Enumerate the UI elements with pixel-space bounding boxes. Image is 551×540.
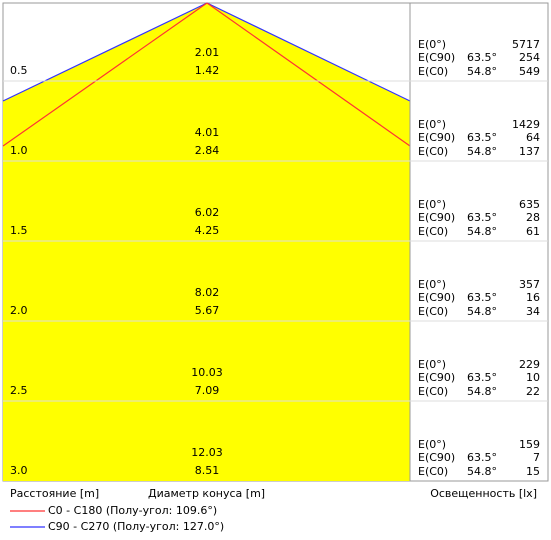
e-angle: 63.5° (467, 211, 497, 224)
e-angle: 54.8° (467, 145, 497, 158)
e-label: E(C90) (418, 211, 455, 224)
e-value: 159 (519, 438, 540, 451)
c0-line (206, 2, 411, 147)
diameter-c90: 8.51 (195, 464, 220, 477)
diameter-c90: 4.25 (195, 224, 220, 237)
e-label: E(0°) (418, 278, 446, 291)
illuminance-label: Освещенность [lx] (430, 487, 537, 500)
e-value: 229 (519, 358, 540, 371)
e-label: E(C0) (418, 65, 448, 78)
e-label: E(0°) (418, 358, 446, 371)
e-value: 254 (519, 51, 540, 64)
e-label: E(C0) (418, 465, 448, 478)
e-angle: 54.8° (467, 65, 497, 78)
e-value: 64 (526, 131, 540, 144)
e-angle: 54.8° (467, 305, 497, 318)
distance: 2.0 (10, 304, 28, 317)
e-angle: 54.8° (467, 465, 497, 478)
e-label: E(C90) (418, 371, 455, 384)
e-label: E(C0) (418, 385, 448, 398)
diameter-c90: 7.09 (195, 384, 220, 397)
e-value: 15 (526, 465, 540, 478)
e-label: E(C90) (418, 291, 455, 304)
e-value: 28 (526, 211, 540, 224)
e-value: 1429 (512, 118, 540, 131)
e-value: 10 (526, 371, 540, 384)
e-angle: 63.5° (467, 451, 497, 464)
e-label: E(C90) (418, 51, 455, 64)
e-label: E(C90) (418, 451, 455, 464)
diameter-label: Диаметр конуса [m] (148, 487, 265, 500)
e-angle: 63.5° (467, 131, 497, 144)
e-value: 549 (519, 65, 540, 78)
c90-line (206, 2, 411, 102)
e-value: 5717 (512, 38, 540, 51)
e-label: E(0°) (418, 198, 446, 211)
e-angle: 63.5° (467, 51, 497, 64)
distance: 1.5 (10, 224, 28, 237)
e-label: E(C0) (418, 145, 448, 158)
legend-entry: C0 - C180 (Полу-угол: 109.6°) (48, 504, 217, 517)
diameter-c0: 8.02 (195, 286, 220, 299)
e-label: E(0°) (418, 438, 446, 451)
e-label: E(0°) (418, 118, 446, 131)
diameter-c0: 6.02 (195, 206, 220, 219)
distance: 3.0 (10, 464, 28, 477)
c90-line (2, 2, 208, 102)
e-value: 22 (526, 385, 540, 398)
e-label: E(0°) (418, 38, 446, 51)
c0-line (2, 2, 208, 147)
e-angle: 63.5° (467, 371, 497, 384)
e-label: E(C90) (418, 131, 455, 144)
e-label: E(C0) (418, 225, 448, 238)
e-value: 61 (526, 225, 540, 238)
cone-fill (3, 3, 410, 481)
diameter-c0: 4.01 (195, 126, 220, 139)
e-angle: 63.5° (467, 291, 497, 304)
e-value: 34 (526, 305, 540, 318)
e-value: 357 (519, 278, 540, 291)
distance: 1.0 (10, 144, 28, 157)
diameter-c0: 10.03 (191, 366, 223, 379)
e-value: 7 (533, 451, 540, 464)
e-label: E(C0) (418, 305, 448, 318)
distance: 2.5 (10, 384, 28, 397)
e-angle: 54.8° (467, 225, 497, 238)
legend-entry: C90 - C270 (Полу-угол: 127.0°) (48, 520, 224, 533)
diameter-c0: 2.01 (195, 46, 220, 59)
distance-label: Расстояние [m] (10, 487, 99, 500)
diameter-c90: 2.84 (195, 144, 220, 157)
e-value: 137 (519, 145, 540, 158)
diameter-c90: 5.67 (195, 304, 220, 317)
distance: 0.5 (10, 64, 28, 77)
e-angle: 54.8° (467, 385, 497, 398)
diameter-c90: 1.42 (195, 64, 220, 77)
diameter-c0: 12.03 (191, 446, 223, 459)
e-value: 16 (526, 291, 540, 304)
e-value: 635 (519, 198, 540, 211)
